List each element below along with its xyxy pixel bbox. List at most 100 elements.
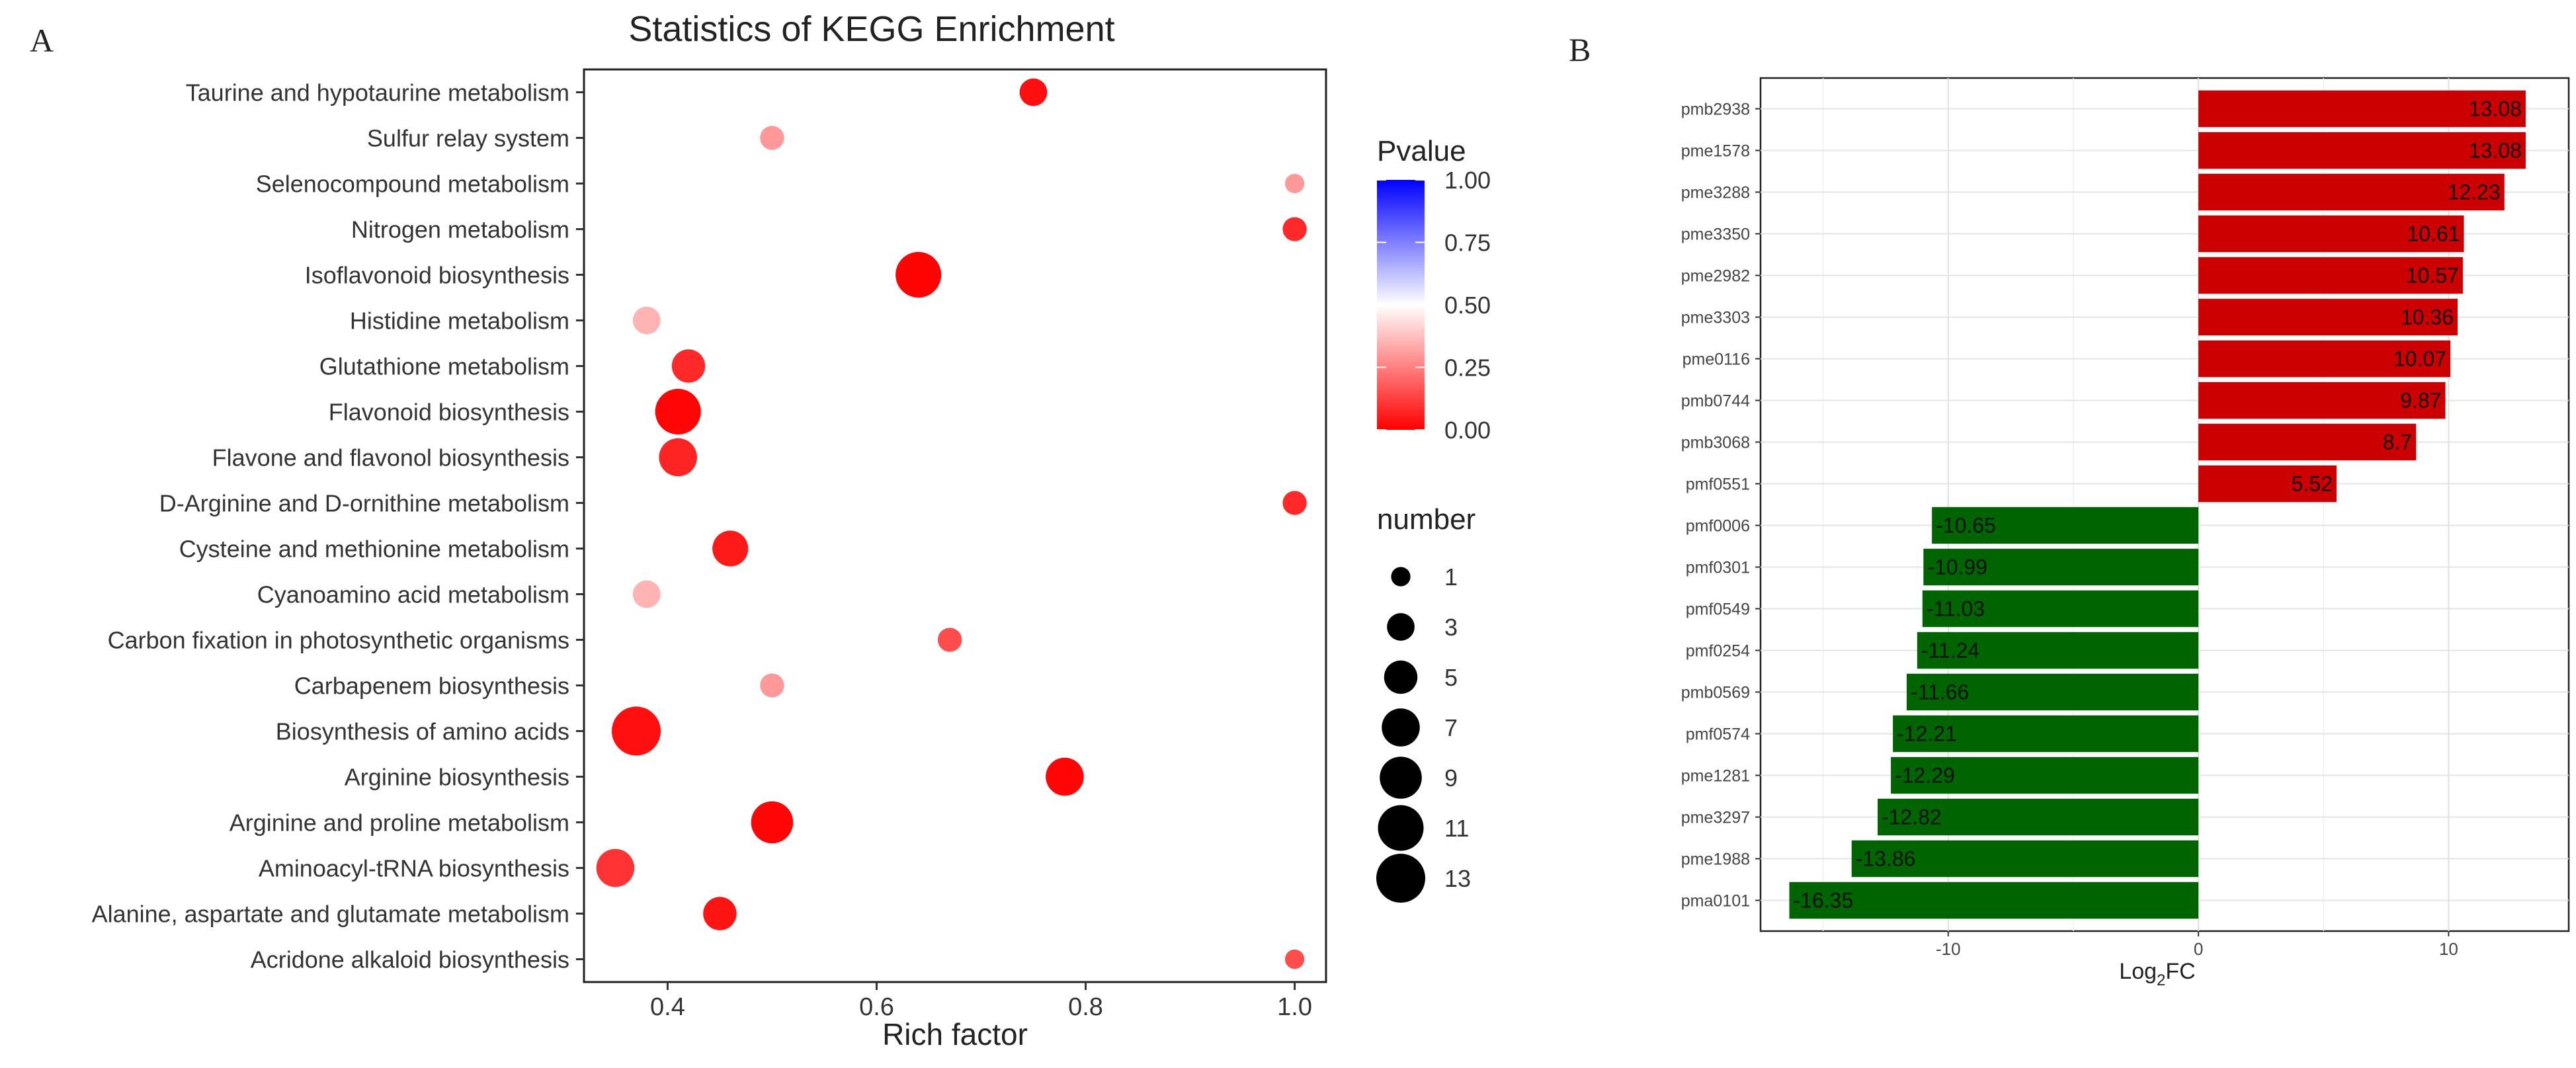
bubble-point — [1284, 949, 1305, 969]
bar-value-label: 9.87 — [2400, 389, 2441, 413]
y-tick-label: Carbon fixation in photosynthetic organi… — [108, 627, 569, 654]
bar-value-label: -16.35 — [1794, 889, 1854, 913]
color-legend-ticks: 1.00 0.75 0.50 0.25 0.00 — [1377, 167, 1491, 444]
bar — [2198, 173, 2505, 211]
y-tick-label: Biosynthesis of amino acids — [276, 718, 569, 745]
bar-value-label: 13.08 — [2469, 97, 2522, 121]
bubble-point — [1019, 78, 1048, 106]
y-tick-label: Taurine and hypotaurine metabolism — [186, 79, 569, 106]
y-tick-label: Aminoacyl-tRNA biosynthesis — [259, 855, 569, 882]
bubble-point — [1282, 217, 1307, 241]
chart-b-x-axis-title: Log2FC — [2119, 959, 2195, 989]
y-tick-label: Selenocompound metabolism — [256, 171, 569, 198]
bubble-point — [671, 349, 706, 383]
bubble-point — [1046, 757, 1084, 796]
bar-value-label: 10.36 — [2401, 306, 2454, 329]
y-tick-label: pmf0006 — [1686, 517, 1750, 536]
y-tick-label: D-Arginine and D-ornithine metabolism — [159, 490, 569, 517]
x-tick-label: 0 — [2194, 939, 2203, 959]
size-legend-dot — [1378, 805, 1424, 851]
bar-value-label: 10.57 — [2406, 264, 2459, 288]
size-legend-dot — [1376, 853, 1426, 903]
bar — [1906, 673, 2199, 711]
bubble-point — [659, 438, 697, 477]
y-tick-label: pme3303 — [1681, 309, 1750, 327]
bar — [2198, 423, 2417, 461]
bar — [1851, 840, 2199, 878]
y-tick-label: Arginine biosynthesis — [345, 764, 569, 791]
y-tick-label: Cyanoamino acid metabolism — [257, 581, 569, 608]
bar-value-label: -11.66 — [1911, 680, 1969, 704]
y-tick-label: Flavone and flavonol biosynthesis — [212, 444, 569, 472]
color-tick-label: 0.00 — [1444, 417, 1491, 444]
bar-value-label: 10.07 — [2393, 347, 2446, 371]
size-legend-label: 7 — [1444, 714, 1458, 741]
size-legend-label: 11 — [1444, 815, 1469, 842]
y-tick-label: pme3288 — [1681, 184, 1750, 202]
x-tick-label: -10 — [1936, 939, 1961, 959]
y-tick-label: Nitrogen metabolism — [351, 216, 569, 243]
y-tick-label: Alanine, aspartate and glutamate metabol… — [92, 901, 569, 928]
bar-value-label: -12.21 — [1897, 722, 1957, 746]
panel-a-label: A — [30, 22, 54, 59]
y-tick-label: Histidine metabolism — [350, 308, 569, 335]
bubble-point — [937, 628, 962, 652]
bar-value-label: -11.24 — [1921, 639, 1979, 663]
bubble-point — [1282, 491, 1307, 515]
y-tick-label: pme1988 — [1681, 850, 1750, 869]
bubble-point — [751, 801, 794, 844]
panel-b-label: B — [1569, 31, 1591, 68]
size-legend-dot — [1384, 660, 1418, 694]
bar-value-label: -13.86 — [1856, 847, 1916, 871]
bar-value-label: -12.82 — [1882, 805, 1942, 829]
y-tick-label: Acridone alkaloid biosynthesis — [251, 946, 569, 973]
color-tick-label: 1.00 — [1444, 167, 1491, 194]
y-tick-label: pme3350 — [1681, 226, 1750, 244]
size-legend-dot — [1380, 757, 1422, 799]
chart-b-x-axis: -10 0 10 — [1936, 931, 2458, 959]
bar — [1922, 590, 2199, 628]
bar — [2198, 132, 2526, 169]
chart-b-bars: 13.08 13.08 12.23 10.61 10.57 10.36 10.07 9.87 8… — [1789, 90, 2526, 919]
size-legend-label: 5 — [1444, 664, 1458, 691]
size-legend-dot — [1387, 613, 1415, 641]
size-legend-dot — [1382, 708, 1420, 747]
y-tick-label: pme2982 — [1681, 267, 1750, 286]
chart-a-y-labels: Taurine and hypotaurine metabolism Sulfur… — [92, 79, 584, 973]
bar — [2198, 90, 2526, 128]
color-tick-label: 0.25 — [1444, 354, 1491, 382]
size-legend-label: 13 — [1444, 865, 1471, 892]
size-legend-label: 9 — [1444, 764, 1458, 792]
chart-a-points — [596, 78, 1307, 969]
chart-a-x-axis-title: Rich factor — [882, 1017, 1028, 1051]
y-tick-label: Carbapenem biosynthesis — [294, 673, 569, 700]
bar-value-label: 5.52 — [2292, 472, 2333, 496]
y-tick-label: pma0101 — [1681, 892, 1750, 911]
bubble-point — [1284, 173, 1305, 194]
bar — [2198, 340, 2451, 378]
bubble-point — [760, 673, 784, 698]
chart-a-x-axis: 0.4 0.6 0.8 1.0 — [650, 982, 1312, 1021]
y-tick-label: pme1578 — [1681, 142, 1750, 161]
color-tick-label: 0.75 — [1444, 229, 1491, 257]
y-tick-label: pmb3068 — [1681, 434, 1750, 452]
y-tick-label: pmf0301 — [1686, 559, 1750, 577]
chart-a-color-legend: Pvalue 1.00 0.75 0.50 0.25 0.00 — [1377, 135, 1491, 444]
bubble-point — [703, 897, 737, 930]
y-tick-label: Arginine and proline metabolism — [229, 809, 569, 837]
bubble-point — [632, 306, 661, 335]
bar — [2198, 465, 2337, 503]
y-tick-label: pmf0549 — [1686, 600, 1750, 619]
bar-value-label: -11.03 — [1927, 597, 1985, 621]
y-tick-label: pme1281 — [1681, 767, 1750, 786]
x-axis-title-fc: FC — [2165, 959, 2195, 984]
x-tick-label: 10 — [2439, 939, 2458, 959]
y-tick-label: pmf0551 — [1686, 475, 1750, 494]
size-legend-dot — [1391, 567, 1411, 587]
panel-b: B 13.08 13.08 12.23 10.61 10.57 10.36 10.07 9.8… — [1569, 31, 2570, 989]
bar — [1923, 548, 2199, 586]
bubble-point — [612, 706, 661, 756]
